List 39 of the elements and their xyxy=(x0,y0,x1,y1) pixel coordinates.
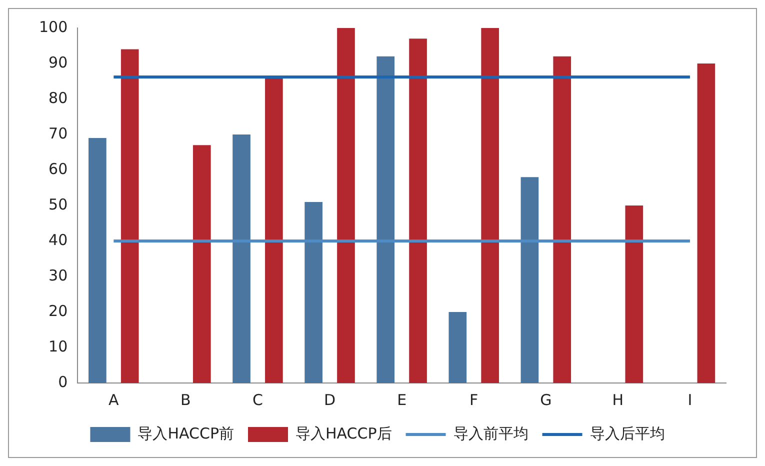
x-tick-label: H xyxy=(612,390,624,409)
bar xyxy=(625,206,644,383)
bar xyxy=(120,49,139,383)
legend-label: 导入HACCP后 xyxy=(296,424,392,442)
bar xyxy=(409,38,427,383)
y-tick-label: 70 xyxy=(48,124,68,142)
bar xyxy=(520,177,539,383)
x-tick-label: D xyxy=(324,390,336,409)
bar xyxy=(265,78,283,383)
y-tick-label: 20 xyxy=(48,302,68,320)
x-tick-label: G xyxy=(540,390,552,409)
y-tick-label: 60 xyxy=(48,160,68,178)
legend-label: 导入后平均 xyxy=(590,424,665,442)
bar xyxy=(697,64,716,383)
x-tick-label: A xyxy=(108,390,120,409)
y-tick-label: 10 xyxy=(48,337,68,356)
bar xyxy=(88,138,106,383)
x-tick-label: E xyxy=(397,390,407,409)
bar xyxy=(337,28,355,383)
y-tick-label: 80 xyxy=(48,88,68,107)
y-tick-label: 40 xyxy=(48,230,68,249)
bar xyxy=(192,145,211,383)
x-tick-label: F xyxy=(470,390,478,409)
bar xyxy=(232,134,250,383)
bar xyxy=(376,56,395,383)
y-tick-label: 90 xyxy=(48,53,68,72)
y-tick-label: 0 xyxy=(58,372,68,391)
bar xyxy=(481,28,499,383)
bar xyxy=(448,312,467,383)
x-tick-label: B xyxy=(180,390,191,409)
bar xyxy=(553,56,572,383)
y-tick-label: 100 xyxy=(38,18,68,36)
x-tick-label: C xyxy=(252,390,263,409)
x-tick-label: I xyxy=(688,390,692,409)
y-tick-label: 50 xyxy=(48,195,68,214)
legend-label: 导入HACCP前 xyxy=(138,424,234,442)
bar xyxy=(304,202,322,383)
legend-label: 导入前平均 xyxy=(453,424,528,442)
y-tick-label: 30 xyxy=(48,266,68,284)
